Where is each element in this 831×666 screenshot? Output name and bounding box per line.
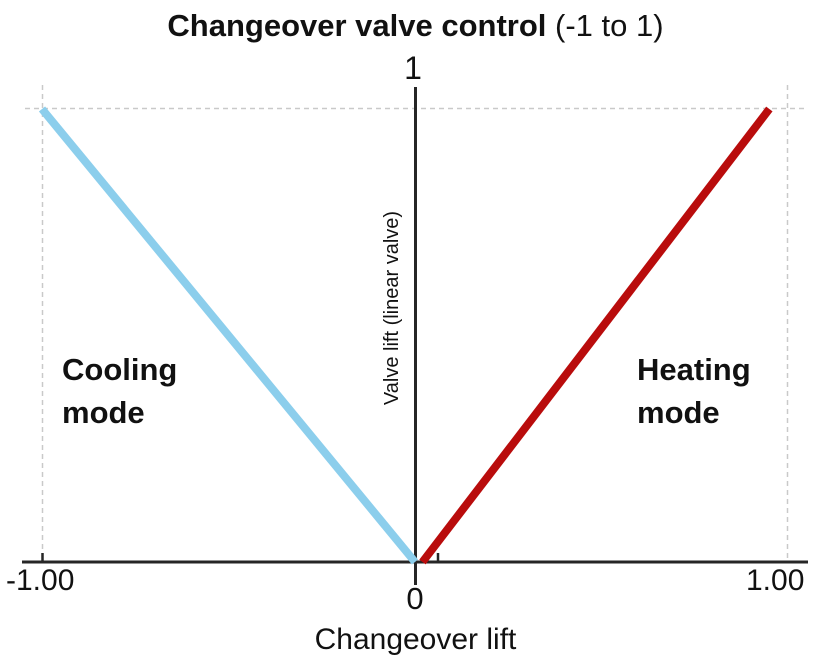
chart-title-suffix: (-1 to 1) xyxy=(546,8,664,43)
chart-title-main: Changeover valve control xyxy=(167,8,547,43)
cooling-mode-annotation: Cooling mode xyxy=(62,352,178,430)
y-axis-title: Valve lift (linear valve) xyxy=(381,210,403,406)
heating-mode-annotation: Heating mode xyxy=(637,352,751,430)
x-axis-tick-label-plus1: 1.00 xyxy=(746,564,805,597)
x-axis-tick-label-zero: 0 xyxy=(406,581,424,616)
x-axis-title: Changeover lift xyxy=(314,623,517,656)
chart-title: Changeover valve control (-1 to 1) xyxy=(0,8,831,44)
heating-line xyxy=(419,106,773,565)
cooling-line xyxy=(38,106,419,565)
y-axis-tick-label-1: 1 xyxy=(404,50,422,86)
x-axis-tick-label-minus1: -1.00 xyxy=(6,564,75,597)
